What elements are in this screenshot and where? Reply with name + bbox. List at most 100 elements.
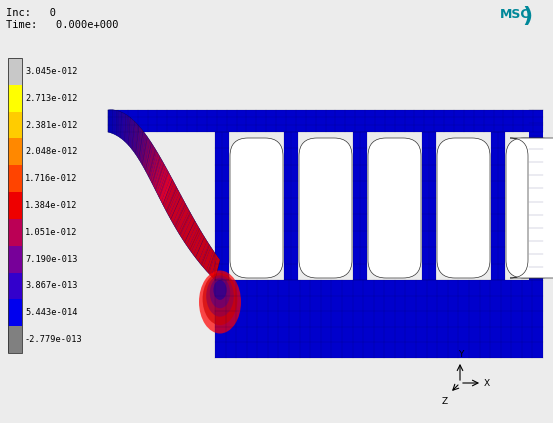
Polygon shape [124,114,127,142]
Text: 2.048e-012: 2.048e-012 [25,147,77,157]
Bar [8,138,22,165]
Bar [8,219,22,246]
Polygon shape [161,176,173,204]
Polygon shape [108,110,220,280]
Polygon shape [199,241,209,264]
Ellipse shape [202,273,237,325]
Text: 1.051e-012: 1.051e-012 [25,228,77,237]
Polygon shape [157,167,167,195]
Bar [529,110,543,280]
Polygon shape [127,116,131,145]
Bar [491,132,505,280]
Text: 7.190e-013: 7.190e-013 [25,255,77,264]
Polygon shape [116,110,117,136]
Polygon shape [133,123,138,153]
Bar [8,326,22,353]
Polygon shape [168,190,180,217]
Polygon shape [191,231,202,255]
Text: 5.443e-014: 5.443e-014 [25,308,77,317]
Polygon shape [171,196,184,223]
Polygon shape [186,224,199,248]
Bar [108,110,543,132]
Bar [8,112,22,138]
Text: Y: Y [458,350,463,359]
Polygon shape [112,110,113,134]
Polygon shape [148,148,156,179]
Bar [8,165,22,192]
Text: X: X [484,379,490,388]
Polygon shape [164,182,176,211]
Polygon shape [130,119,134,149]
Ellipse shape [210,278,230,308]
Polygon shape [166,187,178,214]
Text: 3.045e-012: 3.045e-012 [25,67,77,76]
Bar [8,58,22,85]
FancyBboxPatch shape [368,138,421,278]
Polygon shape [155,163,165,193]
Polygon shape [147,146,155,176]
Polygon shape [113,110,116,135]
Polygon shape [137,129,143,159]
Polygon shape [149,151,158,181]
Ellipse shape [213,280,227,300]
Polygon shape [121,112,123,139]
Text: -2.779e-013: -2.779e-013 [25,335,83,344]
Polygon shape [117,111,119,137]
Polygon shape [174,203,187,229]
Polygon shape [179,210,191,236]
Text: Time:   0.000e+000: Time: 0.000e+000 [6,20,118,30]
Text: Inc:   0: Inc: 0 [6,8,56,18]
Bar [8,192,22,219]
Polygon shape [139,131,145,161]
Bar [215,280,543,358]
Polygon shape [134,125,139,155]
Text: 1.716e-012: 1.716e-012 [25,174,77,183]
Polygon shape [194,234,205,258]
Bar [422,132,436,280]
Polygon shape [201,244,211,267]
Polygon shape [173,200,185,226]
FancyBboxPatch shape [506,138,553,278]
Bar [8,246,22,272]
Ellipse shape [199,270,241,333]
Polygon shape [119,111,122,138]
Polygon shape [145,143,153,173]
Ellipse shape [206,275,234,317]
Bar [215,132,229,280]
FancyBboxPatch shape [437,138,490,278]
Text: 3.867e-013: 3.867e-013 [25,281,77,291]
Text: Z: Z [442,397,448,406]
Polygon shape [182,217,195,242]
Polygon shape [159,173,171,202]
Polygon shape [136,126,141,157]
Bar [284,132,298,280]
Bar [8,85,22,112]
Polygon shape [122,113,125,140]
Polygon shape [180,214,192,239]
Bar [353,132,367,280]
Polygon shape [128,118,132,147]
Polygon shape [169,192,181,220]
Bar [8,272,22,299]
Polygon shape [110,110,112,133]
Polygon shape [151,154,160,184]
Text: 1.384e-012: 1.384e-012 [25,201,77,210]
FancyBboxPatch shape [230,138,283,278]
Text: 2.381e-012: 2.381e-012 [25,121,77,129]
Polygon shape [126,115,129,143]
FancyBboxPatch shape [299,138,352,278]
Polygon shape [203,247,213,271]
Polygon shape [211,256,220,280]
Polygon shape [206,251,215,274]
Text: ): ) [522,6,532,26]
FancyBboxPatch shape [510,138,553,278]
Polygon shape [185,221,196,245]
Polygon shape [176,206,189,233]
Polygon shape [163,179,174,207]
Polygon shape [132,121,135,151]
Polygon shape [143,137,150,168]
Polygon shape [158,170,169,198]
Polygon shape [209,253,217,276]
Polygon shape [154,160,164,190]
Bar [8,58,22,353]
